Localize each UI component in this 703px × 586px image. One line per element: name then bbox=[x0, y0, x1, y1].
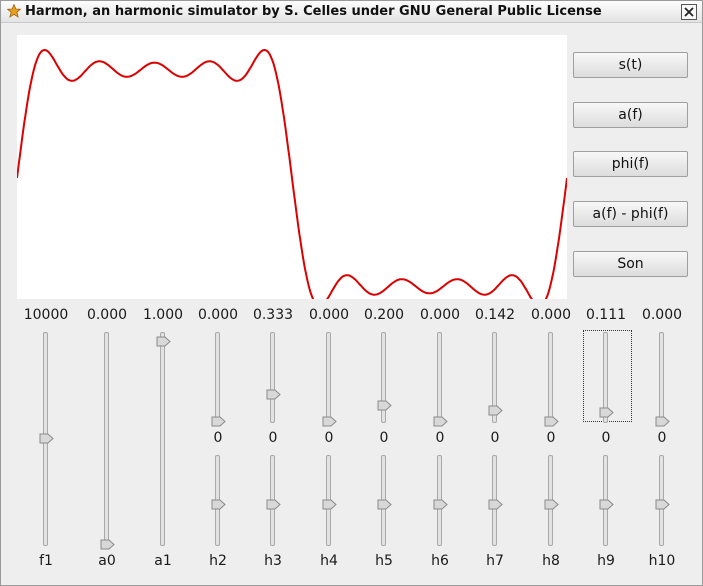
harmonic-value: 0.142 bbox=[474, 307, 516, 323]
amplitude-slider-track[interactable] bbox=[215, 332, 220, 423]
phase-value: 0 bbox=[601, 430, 611, 446]
slider-label: h5 bbox=[375, 553, 393, 569]
phase-value: 0 bbox=[546, 430, 556, 446]
phase-slider-thumb[interactable] bbox=[322, 495, 337, 510]
signal-plot bbox=[17, 35, 567, 299]
harmonic-value: 0.000 bbox=[530, 307, 572, 323]
amplitude-slider-track[interactable] bbox=[104, 332, 109, 546]
amplitude-slider-thumb[interactable] bbox=[544, 412, 559, 427]
slider-label: h2 bbox=[209, 553, 227, 569]
signal-chart bbox=[17, 48, 567, 299]
slider-label: h3 bbox=[264, 553, 282, 569]
phase-value: 0 bbox=[435, 430, 445, 446]
slider-label: h7 bbox=[486, 553, 504, 569]
amplitude-slider-thumb[interactable] bbox=[211, 412, 226, 427]
harmonic-value: 0.000 bbox=[641, 307, 683, 323]
slider-label: h9 bbox=[597, 553, 615, 569]
slider-label: h4 bbox=[320, 553, 338, 569]
amplitude-slider-track[interactable] bbox=[270, 332, 275, 423]
slider-label: f1 bbox=[39, 553, 53, 569]
harmonic-value: 0.000 bbox=[197, 307, 239, 323]
slider-label: h10 bbox=[648, 553, 676, 569]
phase-value: 0 bbox=[379, 430, 389, 446]
amplitude-slider-thumb[interactable] bbox=[433, 412, 448, 427]
signal-line bbox=[17, 48, 567, 299]
amplitude-slider-thumb[interactable] bbox=[377, 396, 392, 411]
phase-slider-thumb[interactable] bbox=[544, 495, 559, 510]
slider-label: a0 bbox=[98, 553, 116, 569]
star-icon bbox=[7, 4, 21, 18]
phase-slider-thumb[interactable] bbox=[377, 495, 392, 510]
harmonic-value: 0.111 bbox=[585, 307, 627, 323]
phase-spectrum-button[interactable]: phi(f) bbox=[573, 151, 688, 177]
amplitude-slider-track[interactable] bbox=[437, 332, 442, 423]
phase-value: 0 bbox=[490, 430, 500, 446]
amplitude-slider-track[interactable] bbox=[160, 332, 165, 546]
amplitude-slider-thumb[interactable] bbox=[655, 412, 670, 427]
amplitude-slider-track[interactable] bbox=[659, 332, 664, 423]
amplitude-slider-track[interactable] bbox=[603, 332, 608, 423]
close-button[interactable] bbox=[681, 4, 697, 20]
signal-time-button[interactable]: s(t) bbox=[573, 52, 688, 78]
harmonic-value: 1.000 bbox=[142, 307, 184, 323]
amplitude-slider-thumb[interactable] bbox=[156, 332, 171, 347]
harmonic-value: 0.000 bbox=[419, 307, 461, 323]
amplitude-slider-thumb[interactable] bbox=[266, 385, 281, 400]
phase-slider-thumb[interactable] bbox=[211, 495, 226, 510]
phase-value: 0 bbox=[657, 430, 667, 446]
close-icon bbox=[684, 7, 694, 17]
amplitude-slider-thumb[interactable] bbox=[39, 429, 54, 444]
amplitude-slider-track[interactable] bbox=[326, 332, 331, 423]
slider-label: a1 bbox=[154, 553, 172, 569]
phase-value: 0 bbox=[324, 430, 334, 446]
slider-label: h8 bbox=[542, 553, 560, 569]
phase-value: 0 bbox=[213, 430, 223, 446]
harmonic-value: 0.000 bbox=[86, 307, 128, 323]
amplitude-slider-track[interactable] bbox=[381, 332, 386, 423]
phase-value: 0 bbox=[268, 430, 278, 446]
amplitude-phase-button[interactable]: a(f) - phi(f) bbox=[573, 201, 688, 227]
sound-button[interactable]: Son bbox=[573, 251, 688, 277]
window-title: Harmon, an harmonic simulator by S. Cell… bbox=[25, 4, 602, 19]
amplitude-slider-thumb[interactable] bbox=[100, 535, 115, 550]
phase-slider-thumb[interactable] bbox=[655, 495, 670, 510]
slider-label: h6 bbox=[431, 553, 449, 569]
harmonic-value: 0.333 bbox=[252, 307, 294, 323]
harmonic-value: 0.000 bbox=[308, 307, 350, 323]
amplitude-slider-thumb[interactable] bbox=[488, 401, 503, 416]
phase-slider-thumb[interactable] bbox=[266, 495, 281, 510]
amplitude-slider-thumb[interactable] bbox=[599, 403, 614, 418]
harmonic-value: 0.200 bbox=[363, 307, 405, 323]
amplitude-spectrum-button[interactable]: a(f) bbox=[573, 102, 688, 128]
amplitude-slider-track[interactable] bbox=[492, 332, 497, 423]
phase-slider-thumb[interactable] bbox=[599, 495, 614, 510]
phase-slider-thumb[interactable] bbox=[488, 495, 503, 510]
title-bar[interactable]: Harmon, an harmonic simulator by S. Cell… bbox=[1, 1, 702, 23]
phase-slider-thumb[interactable] bbox=[433, 495, 448, 510]
amplitude-slider-track[interactable] bbox=[548, 332, 553, 423]
harmonic-value: 10000 bbox=[23, 307, 69, 323]
amplitude-slider-thumb[interactable] bbox=[322, 412, 337, 427]
